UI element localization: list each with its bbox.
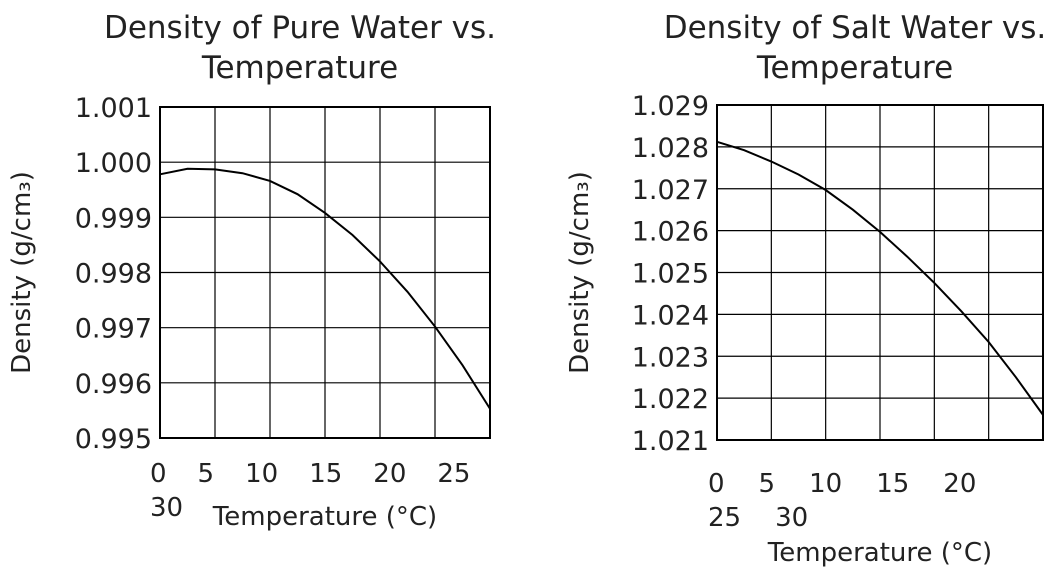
y-tick-label: 0.995 — [75, 424, 152, 455]
y-axis-label: Density (g/cm₃) — [7, 171, 37, 374]
x-tick-label: 10 — [245, 459, 279, 489]
y-tick-label: 1.028 — [632, 133, 709, 164]
x-tick-label: 30 — [150, 493, 184, 523]
x-tick-label: 20 — [943, 469, 977, 499]
x-tick-label: 20 — [373, 459, 407, 489]
y-tick-label: 0.999 — [75, 203, 152, 234]
y-tick-label: 1.029 — [632, 91, 709, 122]
y-tick-label: 1.026 — [632, 217, 709, 248]
data-line — [159, 167, 491, 410]
y-axis-label: Density (g/cm₃) — [565, 171, 595, 374]
y-tick-label: 1.027 — [632, 175, 709, 206]
y-tick-label: 0.998 — [75, 259, 152, 290]
x-axis-label: Temperature (°C) — [767, 538, 993, 568]
x-axis-label: Temperature (°C) — [212, 502, 438, 532]
x-tick-label: 0 — [708, 469, 725, 499]
y-tick-label: 0.997 — [75, 314, 152, 345]
y-tick-label: 1.024 — [632, 300, 709, 331]
y-tick-label: 1.023 — [632, 342, 709, 373]
x-tick-label: 5 — [197, 459, 215, 489]
y-tick-label: 1.025 — [632, 259, 709, 290]
x-tick-label: 15 — [876, 469, 910, 499]
x-tick-label: 0 — [150, 459, 167, 489]
y-tick-label: 1.001 — [75, 93, 152, 124]
plot-frame — [716, 104, 1044, 441]
y-tick-label: 1.021 — [632, 426, 709, 457]
x-tick-row: 0 5 10 15 20 25 30 — [150, 457, 530, 525]
x-tick-label: 15 — [309, 459, 343, 489]
x-tick-label: 25 — [437, 459, 471, 489]
chart-title: Density of Salt Water vs. Temperature — [663, 10, 1047, 86]
data-line — [716, 140, 1044, 416]
x-tick-label: 25 — [708, 503, 742, 533]
x-tick-row: 0 5 10 15 20 25 30 — [708, 467, 1043, 535]
x-tick-label: 5 — [758, 469, 776, 499]
y-tick-label: 0.996 — [75, 369, 152, 400]
x-tick-label: 10 — [809, 469, 843, 499]
y-tick-label: 1.000 — [75, 148, 152, 179]
plot-frame — [159, 106, 491, 439]
chart-title: Density of Pure Water vs. Temperature — [103, 10, 497, 86]
x-tick-label: 30 — [775, 503, 809, 533]
y-tick-label: 1.022 — [632, 384, 709, 415]
